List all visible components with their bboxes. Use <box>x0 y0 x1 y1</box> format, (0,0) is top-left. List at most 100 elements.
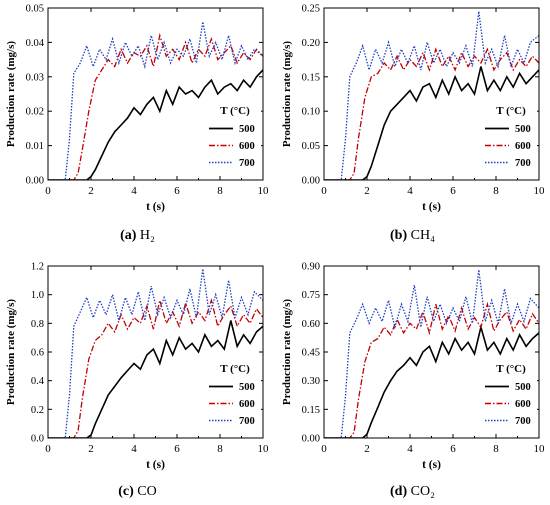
series-line-600-d <box>324 301 539 438</box>
y-tick-label-c: 0.4 <box>31 376 45 387</box>
legend-b: T (°C) 500 600 700 <box>485 102 537 176</box>
caption-b-label: (b) <box>390 228 408 243</box>
x-tick-label-a: 0 <box>45 185 51 197</box>
x-axis-label-c: t (s) <box>146 459 165 471</box>
legend-label-700-a: 700 <box>239 158 255 169</box>
x-tick-label-b: 4 <box>407 185 413 197</box>
x-tick-label-d: 10 <box>534 443 546 455</box>
y-tick-label-a: 0.03 <box>26 72 44 83</box>
y-axis-label-b: Production rate (mg/s) <box>281 41 293 147</box>
y-tick-label-d: 0.30 <box>302 376 320 387</box>
series-line-500-a <box>48 69 263 180</box>
legend-label-500-c: 500 <box>239 382 255 393</box>
x-tick-label-c: 0 <box>45 443 51 455</box>
caption-d-label: (d) <box>390 484 408 499</box>
chart-a: 0 2 4 6 8 10 0.00 0.01 0.02 0.03 0.04 0.05 t (s) Prod… <box>5 4 269 214</box>
caption-c-label: (c) <box>118 484 134 499</box>
series-line-500-b <box>324 66 539 180</box>
y-tick-label-c: 0.8 <box>31 319 44 330</box>
y-tick-label-b: 0.05 <box>302 141 320 152</box>
series-line-600-b <box>324 47 539 180</box>
series-line-500-d <box>324 324 539 438</box>
y-tick-label-a: 0.05 <box>26 4 44 15</box>
caption-d-text: CO₂ <box>410 484 435 499</box>
y-axis-label-a: Production rate (mg/s) <box>5 41 17 147</box>
x-tick-label-c: 10 <box>258 443 270 455</box>
chart-c: 0 2 4 6 8 10 0.0 0.2 0.4 0.6 0.8 1.0 1.2 t (s) Product… <box>5 262 269 472</box>
x-tick-label-d: 2 <box>364 443 370 455</box>
y-tick-label-a: 0.01 <box>26 141 44 152</box>
legend-label-500-b: 500 <box>515 124 531 135</box>
legend-label-600-c: 600 <box>239 399 255 410</box>
y-tick-label-d: 0.90 <box>302 262 320 273</box>
x-tick-label-a: 2 <box>88 185 94 197</box>
series-line-600-c <box>48 298 263 438</box>
x-tick-label-b: 10 <box>534 185 546 197</box>
y-tick-label-b: 0.20 <box>302 38 320 49</box>
series-line-700-b <box>324 11 539 180</box>
legend-label-700-d: 700 <box>515 416 531 427</box>
x-tick-label-d: 6 <box>450 443 456 455</box>
x-tick-label-d: 0 <box>321 443 327 455</box>
y-axis-label-d: Production rate (mg/s) <box>281 299 293 405</box>
y-tick-label-b: 0.10 <box>302 107 320 118</box>
y-tick-label-c: 0.2 <box>31 405 44 416</box>
legend-label-500-a: 500 <box>239 124 255 135</box>
x-tick-label-a: 6 <box>174 185 180 197</box>
x-tick-label-c: 8 <box>217 443 223 455</box>
caption-b: (b) CH₄ <box>275 228 550 244</box>
x-tick-label-b: 6 <box>450 185 456 197</box>
y-axis-label-c: Production rate (mg/s) <box>5 299 17 405</box>
x-tick-label-b: 2 <box>364 185 370 197</box>
caption-c: (c) CO <box>0 484 275 500</box>
y-tick-label-c: 0.0 <box>31 434 44 445</box>
legend-c: T (°C) 500 600 700 <box>209 360 261 434</box>
series-line-500-c <box>48 320 263 438</box>
chart-b: 0 2 4 6 8 10 0.00 0.05 0.10 0.15 0.20 0.25 t (s) Prod… <box>281 4 545 214</box>
legend-label-600-b: 600 <box>515 141 531 152</box>
x-tick-label-b: 8 <box>493 185 499 197</box>
legend-d: T (°C) 500 600 700 <box>485 360 537 434</box>
chart-d: 0 2 4 6 8 10 0.00 0.15 0.30 0.45 0.60 0.75 0.90 t (s)… <box>281 262 545 472</box>
x-tick-label-a: 4 <box>131 185 137 197</box>
legend-title-d: T (°C) <box>496 363 526 375</box>
y-tick-label-d: 0.75 <box>302 290 320 301</box>
legend-box-c <box>213 360 261 434</box>
y-tick-label-c: 0.6 <box>31 348 44 359</box>
x-tick-label-a: 10 <box>258 185 270 197</box>
caption-a-label: (a) <box>120 228 137 243</box>
legend-label-600-d: 600 <box>515 399 531 410</box>
legend-box-b <box>489 102 537 176</box>
x-tick-label-c: 2 <box>88 443 94 455</box>
caption-a: (a) H₂ <box>0 228 275 244</box>
x-axis-label-b: t (s) <box>422 201 441 213</box>
caption-c-text: CO <box>137 484 157 499</box>
y-tick-label-d: 0.15 <box>302 405 320 416</box>
legend-box-a <box>213 102 261 176</box>
y-tick-label-a: 0.02 <box>26 107 44 118</box>
y-tick-label-b: 0.00 <box>302 176 320 187</box>
x-tick-label-a: 8 <box>217 185 223 197</box>
x-tick-label-d: 8 <box>493 443 499 455</box>
y-tick-label-b: 0.25 <box>302 4 320 15</box>
legend-label-700-b: 700 <box>515 158 531 169</box>
caption-d: (d) CO₂ <box>275 484 550 500</box>
caption-b-text: CH₄ <box>410 228 435 243</box>
series-line-700-c <box>48 268 263 438</box>
x-tick-label-c: 4 <box>131 443 137 455</box>
x-tick-label-d: 4 <box>407 443 413 455</box>
caption-a-text: H₂ <box>139 228 155 243</box>
y-tick-label-d: 0.45 <box>302 348 320 359</box>
x-axis-label-d: t (s) <box>422 459 441 471</box>
legend-label-600-a: 600 <box>239 141 255 152</box>
y-tick-label-a: 0.00 <box>26 176 44 187</box>
y-tick-label-b: 0.15 <box>302 72 320 83</box>
x-tick-label-c: 6 <box>174 443 180 455</box>
y-tick-label-c: 1.2 <box>31 262 44 273</box>
y-tick-label-d: 0.60 <box>302 319 320 330</box>
y-tick-label-a: 0.04 <box>26 38 45 49</box>
x-axis-label-a: t (s) <box>146 201 165 213</box>
legend-title-b: T (°C) <box>496 105 526 117</box>
series-line-700-d <box>324 269 539 438</box>
